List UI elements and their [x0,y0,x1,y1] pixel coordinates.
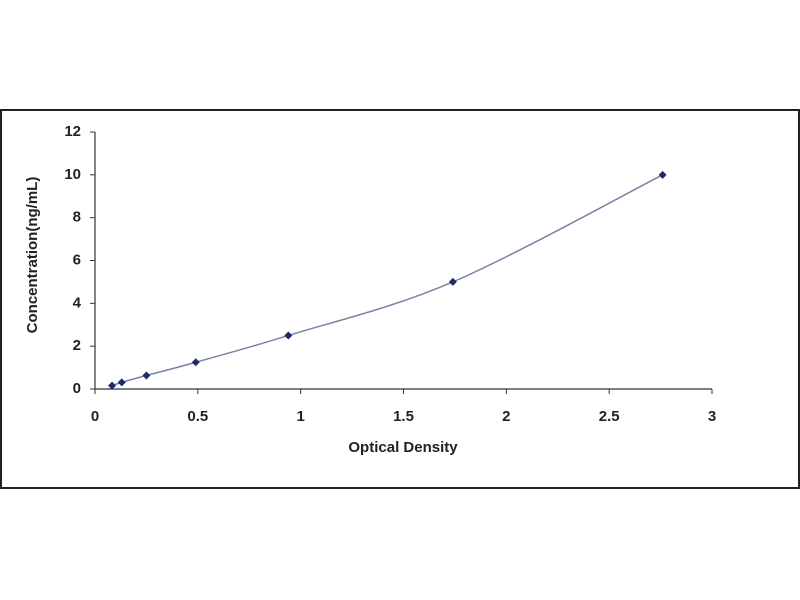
data-point [142,371,151,380]
y-tick-label: 10 [64,166,81,183]
y-tick-label: 2 [73,337,81,354]
x-tick-label: 1.5 [393,408,414,425]
x-tick-label: 0.5 [187,408,208,425]
chart-frame [0,109,800,489]
y-tick-label: 4 [73,294,82,311]
x-tick-label: 2 [502,408,510,425]
x-tick-label: 0 [91,408,99,425]
data-point [108,381,117,390]
y-tick-label: 6 [73,251,81,268]
fit-curve [111,174,663,387]
y-tick-label: 8 [73,209,81,226]
data-point [284,331,293,340]
x-axis-label: Optical Density [348,439,458,456]
data-point [191,358,200,367]
x-tick-label: 2.5 [599,408,620,425]
y-tick-label: 0 [73,380,81,397]
y-axis-label: Concentration(ng/mL) [24,177,41,334]
data-point [448,277,457,286]
data-point [658,170,667,179]
data-point [117,378,126,387]
x-tick-label: 3 [708,408,716,425]
x-tick-label: 1 [296,408,304,425]
y-tick-label: 12 [64,123,81,140]
